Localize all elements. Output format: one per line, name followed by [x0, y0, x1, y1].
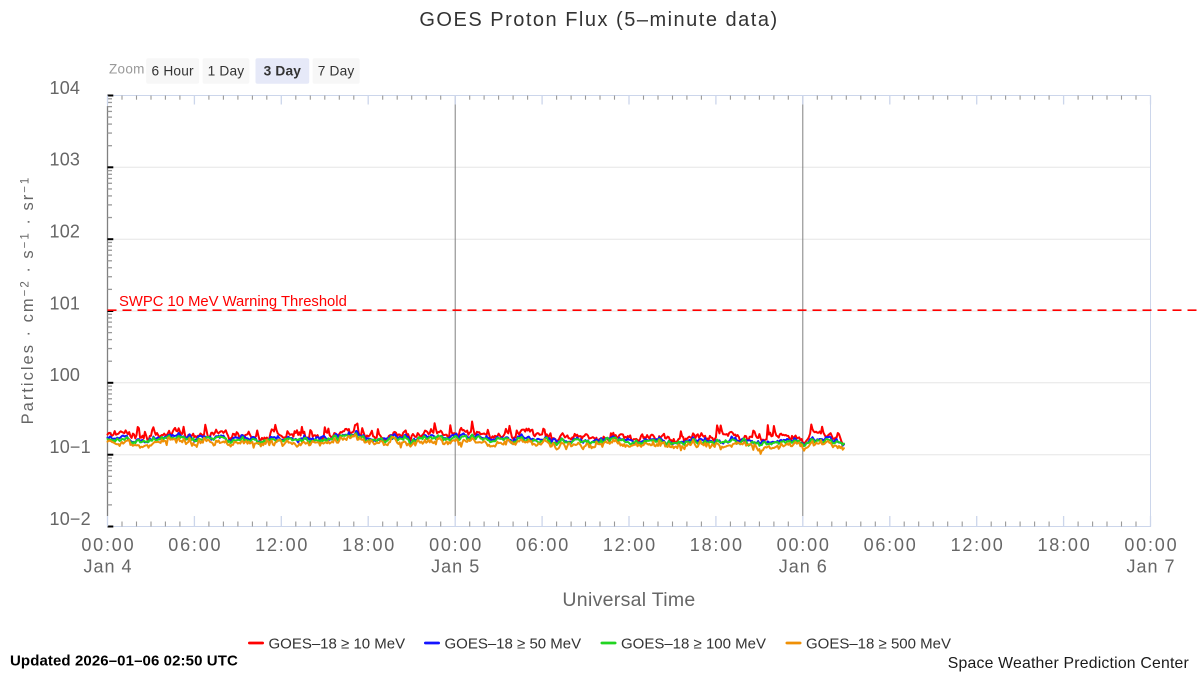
svg-text:102: 102	[50, 222, 81, 242]
svg-text:00:00: 00:00	[1124, 535, 1178, 555]
svg-text:18:00: 18:00	[690, 535, 744, 555]
svg-text:00:00: 00:00	[429, 535, 483, 555]
svg-text:12:00: 12:00	[603, 535, 657, 555]
svg-text:06:00: 06:00	[864, 535, 918, 555]
svg-text:12:00: 12:00	[255, 535, 309, 555]
svg-text:Jan 5: Jan 5	[431, 557, 480, 577]
svg-text:06:00: 06:00	[516, 535, 570, 555]
svg-text:10−1: 10−1	[50, 437, 91, 457]
svg-text:7 Day: 7 Day	[318, 64, 355, 79]
svg-text:1 Day: 1 Day	[208, 64, 245, 79]
svg-text:Jan 7: Jan 7	[1126, 557, 1175, 577]
svg-text:Jan 4: Jan 4	[83, 557, 132, 577]
svg-text:10−2: 10−2	[50, 509, 91, 529]
svg-text:104: 104	[50, 78, 81, 98]
svg-text:12:00: 12:00	[951, 535, 1005, 555]
svg-text:00:00: 00:00	[81, 535, 135, 555]
svg-text:Universal Time: Universal Time	[562, 589, 695, 611]
svg-text:6 Hour: 6 Hour	[152, 64, 195, 79]
svg-text:18:00: 18:00	[1037, 535, 1091, 555]
svg-text:18:00: 18:00	[342, 535, 396, 555]
svg-text:GOES–18 ≥ 10 MeV: GOES–18 ≥ 10 MeV	[269, 635, 406, 652]
svg-text:103: 103	[50, 150, 81, 170]
svg-text:100: 100	[50, 365, 81, 385]
svg-text:GOES–18 ≥ 100 MeV: GOES–18 ≥ 100 MeV	[621, 635, 766, 652]
svg-text:SWPC 10 MeV Warning Threshold: SWPC 10 MeV Warning Threshold	[119, 294, 347, 310]
svg-text:101: 101	[50, 293, 81, 313]
svg-text:06:00: 06:00	[168, 535, 222, 555]
svg-text:Particles · cm−2 · s−1 · sr−1: Particles · cm−2 · s−1 · sr−1	[19, 176, 37, 425]
svg-text:GOES–18 ≥ 50 MeV: GOES–18 ≥ 50 MeV	[445, 635, 582, 652]
svg-text:Zoom: Zoom	[109, 62, 145, 77]
svg-text:Updated 2026–01–06 02:50 UTC: Updated 2026–01–06 02:50 UTC	[10, 652, 238, 669]
svg-text:00:00: 00:00	[777, 535, 831, 555]
svg-text:Space Weather Prediction Cente: Space Weather Prediction Center	[948, 655, 1189, 672]
svg-text:GOES Proton Flux (5–minute dat: GOES Proton Flux (5–minute data)	[419, 9, 778, 31]
svg-text:GOES–18 ≥ 500 MeV: GOES–18 ≥ 500 MeV	[806, 635, 951, 652]
svg-text:Jan 6: Jan 6	[779, 557, 828, 577]
svg-text:3 Day: 3 Day	[264, 64, 302, 79]
